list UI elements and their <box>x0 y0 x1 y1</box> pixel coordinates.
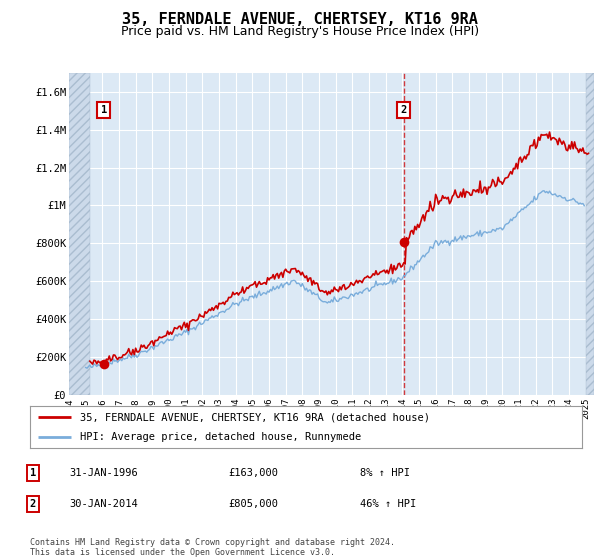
Text: £163,000: £163,000 <box>228 468 278 478</box>
Bar <box>586 73 594 395</box>
Text: 31-JAN-1996: 31-JAN-1996 <box>69 468 138 478</box>
Text: 35, FERNDALE AVENUE, CHERTSEY, KT16 9RA (detached house): 35, FERNDALE AVENUE, CHERTSEY, KT16 9RA … <box>80 412 430 422</box>
Text: 2: 2 <box>401 105 407 115</box>
Text: £805,000: £805,000 <box>228 499 278 509</box>
Text: Price paid vs. HM Land Registry's House Price Index (HPI): Price paid vs. HM Land Registry's House … <box>121 25 479 38</box>
Text: 30-JAN-2014: 30-JAN-2014 <box>69 499 138 509</box>
Text: 35, FERNDALE AVENUE, CHERTSEY, KT16 9RA: 35, FERNDALE AVENUE, CHERTSEY, KT16 9RA <box>122 12 478 27</box>
Text: 1: 1 <box>30 468 36 478</box>
Text: 8% ↑ HPI: 8% ↑ HPI <box>360 468 410 478</box>
Text: HPI: Average price, detached house, Runnymede: HPI: Average price, detached house, Runn… <box>80 432 361 442</box>
Bar <box>69 73 90 395</box>
Text: 46% ↑ HPI: 46% ↑ HPI <box>360 499 416 509</box>
Text: 2: 2 <box>30 499 36 509</box>
Text: 1: 1 <box>101 105 107 115</box>
Text: Contains HM Land Registry data © Crown copyright and database right 2024.
This d: Contains HM Land Registry data © Crown c… <box>30 538 395 557</box>
